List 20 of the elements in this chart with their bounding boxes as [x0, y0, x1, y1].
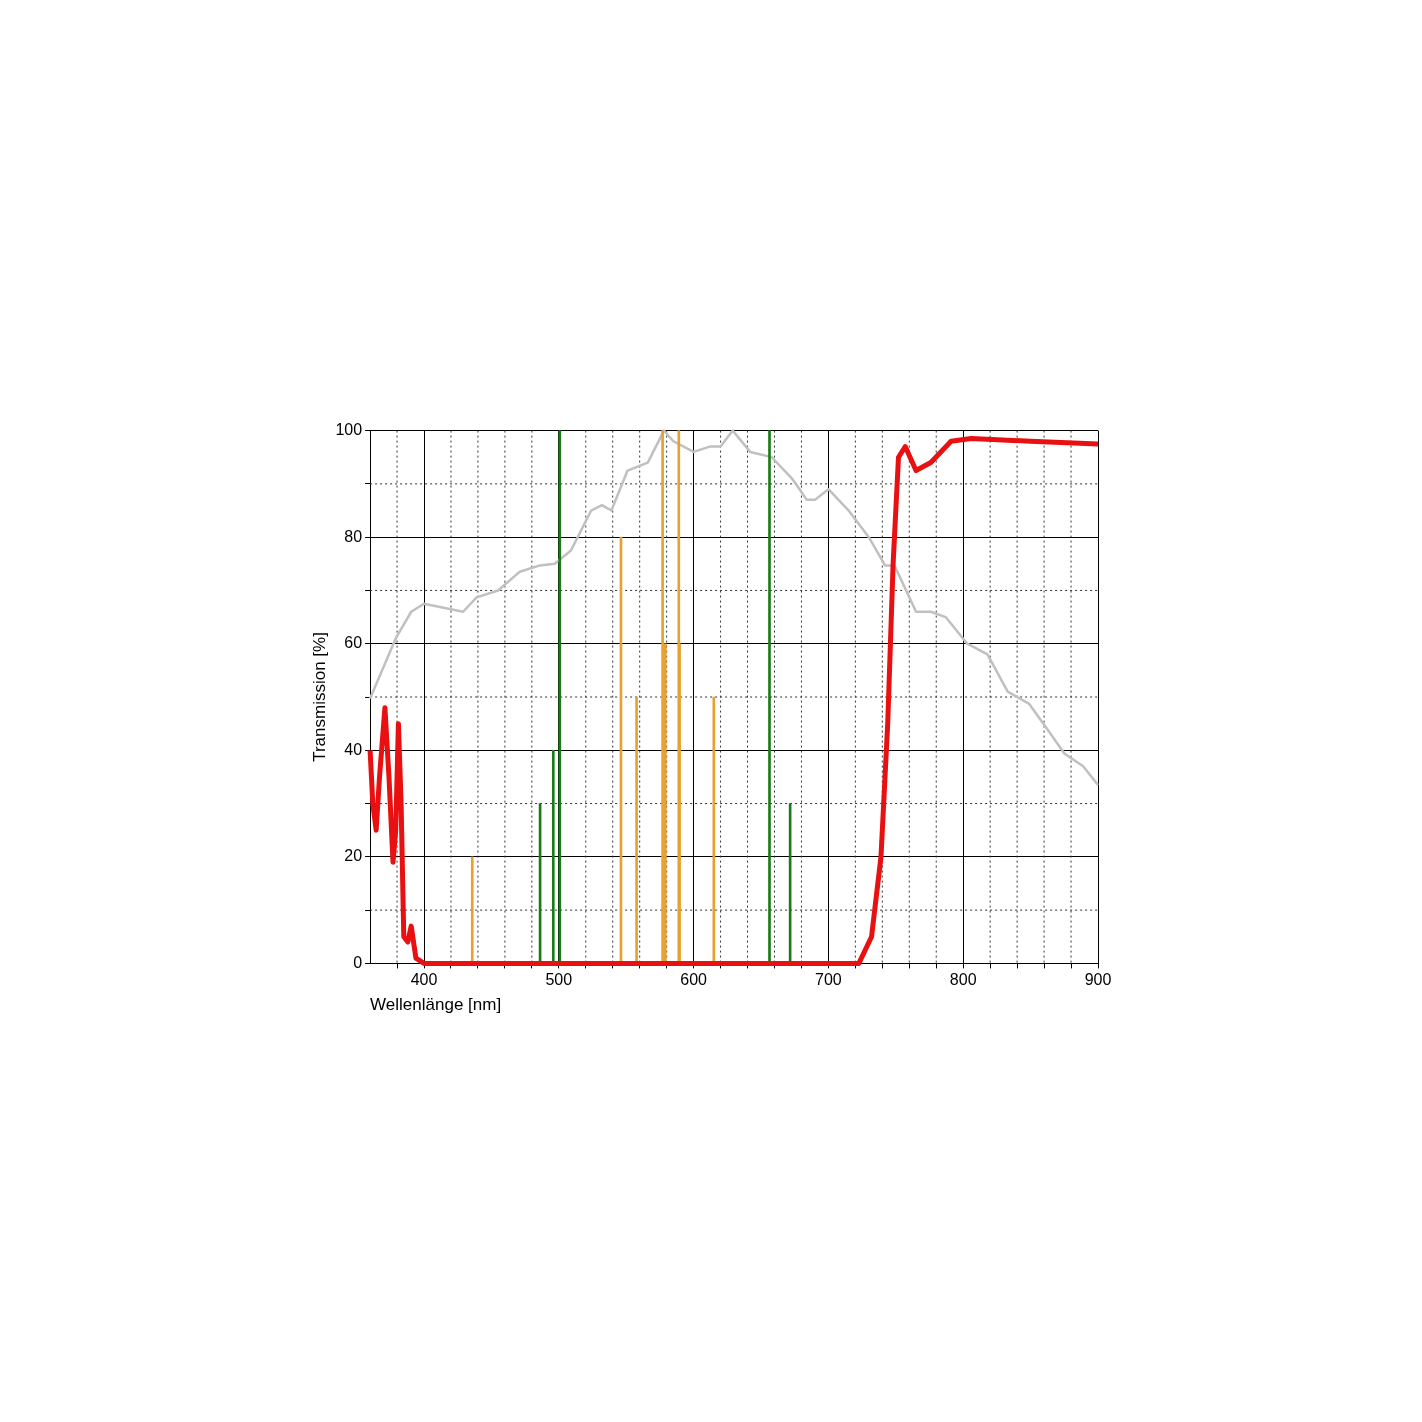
bar [635, 696, 638, 964]
bar [470, 856, 474, 964]
bar [768, 430, 771, 964]
bar [661, 430, 664, 964]
y-tick-label: 40 [344, 740, 363, 758]
x-axis-title: Wellenlänge [nm] [370, 995, 502, 1015]
y-tick-label: 0 [353, 953, 363, 971]
bar [551, 749, 555, 964]
x-tick-label: 900 [1084, 971, 1112, 989]
x-tick-label: 700 [815, 971, 842, 989]
y-axis-title: Transmission [%] [309, 632, 329, 762]
y-tick-label: 60 [344, 634, 363, 652]
y-tick-label: 100 [335, 421, 363, 439]
x-tick-label: 500 [545, 971, 573, 989]
x-tick-label: 800 [949, 971, 977, 989]
x-tick-label: 400 [410, 971, 438, 989]
y-tick-label: 80 [344, 527, 363, 545]
bar [712, 696, 716, 964]
y-tick-label: 20 [344, 847, 363, 865]
x-tick-label: 600 [680, 971, 708, 989]
